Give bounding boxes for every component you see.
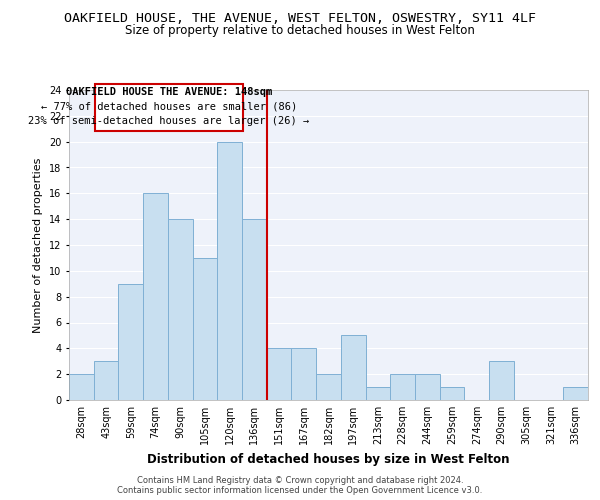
- Bar: [316, 374, 341, 400]
- Bar: [415, 374, 440, 400]
- X-axis label: Distribution of detached houses by size in West Felton: Distribution of detached houses by size …: [147, 452, 510, 466]
- Bar: [168, 219, 193, 400]
- Bar: [69, 374, 94, 400]
- Bar: [267, 348, 292, 400]
- Bar: [341, 336, 365, 400]
- Bar: [193, 258, 217, 400]
- Bar: [143, 194, 168, 400]
- Bar: [95, 84, 243, 132]
- Bar: [242, 219, 267, 400]
- Text: OAKFIELD HOUSE THE AVENUE: 148sqm: OAKFIELD HOUSE THE AVENUE: 148sqm: [66, 87, 272, 97]
- Bar: [563, 387, 588, 400]
- Text: OAKFIELD HOUSE, THE AVENUE, WEST FELTON, OSWESTRY, SY11 4LF: OAKFIELD HOUSE, THE AVENUE, WEST FELTON,…: [64, 12, 536, 26]
- Bar: [365, 387, 390, 400]
- Y-axis label: Number of detached properties: Number of detached properties: [34, 158, 43, 332]
- Bar: [440, 387, 464, 400]
- Bar: [489, 361, 514, 400]
- Bar: [292, 348, 316, 400]
- Text: Contains HM Land Registry data © Crown copyright and database right 2024.: Contains HM Land Registry data © Crown c…: [137, 476, 463, 485]
- Text: ← 77% of detached houses are smaller (86): ← 77% of detached houses are smaller (86…: [41, 102, 297, 112]
- Text: Size of property relative to detached houses in West Felton: Size of property relative to detached ho…: [125, 24, 475, 37]
- Bar: [94, 361, 118, 400]
- Bar: [217, 142, 242, 400]
- Text: 23% of semi-detached houses are larger (26) →: 23% of semi-detached houses are larger (…: [28, 116, 310, 126]
- Text: Contains public sector information licensed under the Open Government Licence v3: Contains public sector information licen…: [118, 486, 482, 495]
- Bar: [118, 284, 143, 400]
- Bar: [390, 374, 415, 400]
